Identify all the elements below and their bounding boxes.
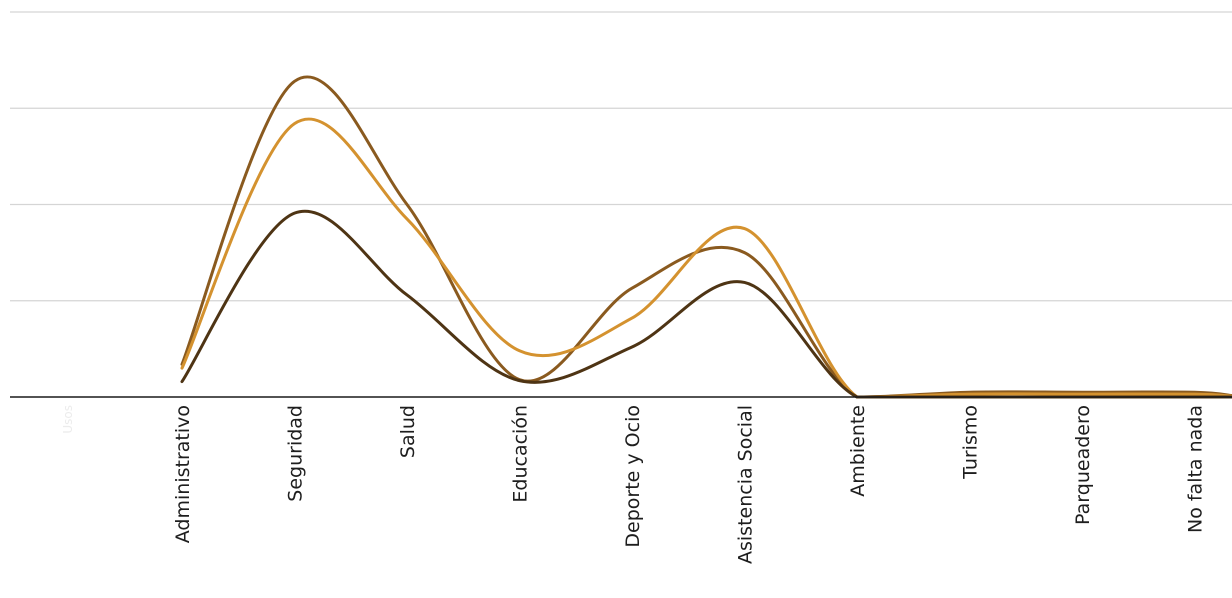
x-tick-label: Educación bbox=[510, 405, 532, 503]
x-tick-label: Asistencia Social bbox=[735, 405, 757, 564]
x-tick-label: Seguridad bbox=[285, 405, 307, 502]
x-tick-labels: Administrativo Seguridad Salud Educación Dep… bbox=[172, 405, 1207, 564]
x-tick-label: Turismo bbox=[960, 405, 982, 480]
series-line-2 bbox=[180, 117, 1232, 399]
series-line-3 bbox=[180, 209, 1232, 399]
x-axis-title: Usos bbox=[61, 405, 75, 434]
grid bbox=[10, 11, 1232, 302]
x-tick-label: Salud bbox=[397, 405, 419, 458]
series-line-1 bbox=[180, 75, 1232, 399]
x-tick-label: Ambiente bbox=[847, 405, 869, 497]
series-group bbox=[180, 75, 1232, 399]
x-tick-label: No falta nada bbox=[1185, 405, 1207, 533]
x-tick-label: Parqueadero bbox=[1072, 405, 1094, 525]
x-tick-label: Administrativo bbox=[172, 405, 194, 543]
x-tick-label: Deporte y Ocio bbox=[622, 405, 644, 548]
